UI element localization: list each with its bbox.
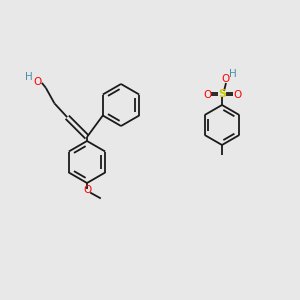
Text: O: O (222, 74, 230, 84)
Text: O: O (34, 77, 42, 87)
Text: H: H (229, 69, 237, 79)
Text: O: O (233, 90, 241, 100)
Text: O: O (83, 185, 91, 195)
Text: H: H (25, 72, 33, 82)
Text: O: O (203, 90, 211, 100)
Text: S: S (218, 89, 226, 99)
